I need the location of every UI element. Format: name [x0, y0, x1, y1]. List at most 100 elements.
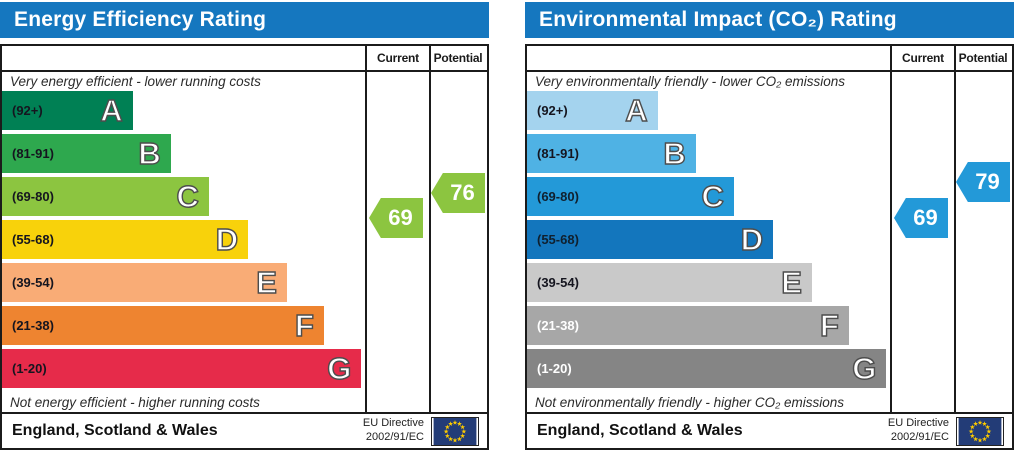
potential-rating-value: 76 — [450, 180, 475, 205]
band-range-label: (21-38) — [537, 318, 579, 333]
bottom-note: Not environmentally friendly - higher CO… — [535, 394, 845, 410]
eu-directive-line2: 2002/91/EC — [890, 431, 949, 443]
band-letter: D — [740, 222, 764, 257]
band-bar-f: (21-38) F — [2, 306, 324, 345]
co2-panel-title: Environmental Impact (CO₂) Rating — [539, 8, 897, 31]
current-rating-value: 69 — [388, 205, 413, 230]
band-row-e: (39-54) E — [527, 263, 890, 306]
band-range-label: (55-68) — [537, 232, 579, 247]
eu-directive-line2: 2002/91/EC — [365, 431, 424, 443]
band-row-e: (39-54) E — [2, 263, 365, 306]
band-row-d: (55-68) D — [527, 220, 890, 263]
eu-directive-label: EU Directive 2002/91/EC — [363, 417, 431, 445]
eu-directive-line1: EU Directive — [887, 417, 949, 430]
band-range-label: (92+) — [537, 103, 568, 118]
band-range-label: (69-80) — [537, 189, 579, 204]
band-range-label: (92+) — [12, 103, 43, 118]
band-bar-a: (92+) A — [2, 91, 133, 130]
band-range-label: (81-91) — [537, 146, 579, 161]
column-header-row: Current Potential — [2, 46, 487, 72]
band-letter: G — [852, 351, 878, 386]
band-bar-d: (55-68) D — [527, 220, 774, 259]
band-bar-g: (1-20) G — [527, 349, 887, 388]
footer-region-label: England, Scotland & Wales — [12, 422, 218, 439]
band-row-a: (92+) A — [527, 91, 890, 134]
eu-directive-line1: EU Directive — [362, 417, 424, 430]
band-range-label: (39-54) — [12, 275, 54, 290]
top-note: Very energy efficient - lower running co… — [10, 74, 261, 89]
eu-directive-label: EU Directive 2002/91/EC — [888, 417, 956, 445]
band-range-label: (1-20) — [537, 361, 572, 376]
band-letter: G — [327, 351, 353, 386]
band-row-d: (55-68) D — [2, 220, 365, 263]
band-bar-f: (21-38) F — [527, 306, 849, 345]
band-letter: F — [819, 308, 839, 343]
band-letter: A — [100, 93, 124, 128]
band-letter: D — [215, 222, 239, 257]
scale-column-header — [527, 46, 892, 70]
energy-rating-table: Current Potential Very energy efficient … — [0, 44, 489, 414]
band-bar-b: (81-91) B — [2, 134, 171, 173]
eu-flag-icon — [431, 416, 479, 446]
band-bar-d: (55-68) D — [2, 220, 249, 259]
current-rating-arrow: 69 — [369, 198, 423, 238]
band-bar-c: (69-80) C — [2, 177, 209, 216]
band-row-g: (1-20) G — [527, 349, 890, 392]
band-letter: F — [294, 308, 314, 343]
scale-column-header — [2, 46, 367, 70]
eu-flag-icon — [956, 416, 1004, 446]
band-letter: B — [138, 136, 162, 171]
band-row-b: (81-91) B — [2, 134, 365, 177]
bottom-note: Not energy efficient - higher running co… — [10, 394, 260, 410]
band-row-b: (81-91) B — [527, 134, 890, 177]
band-bar-c: (69-80) C — [527, 177, 734, 216]
band-row-c: (69-80) C — [2, 177, 365, 220]
band-letter: C — [701, 179, 725, 214]
potential-column-header: Potential — [433, 51, 483, 65]
band-bar-e: (39-54) E — [2, 263, 287, 302]
band-range-label: (39-54) — [537, 275, 579, 290]
current-column-header: Current — [902, 51, 944, 65]
co2-panel-footer: England, Scotland & Wales EU Directive 2… — [525, 414, 1014, 450]
band-row-f: (21-38) F — [527, 306, 890, 349]
band-row-a: (92+) A — [2, 91, 365, 134]
current-column-divider — [365, 46, 367, 412]
footer-region-label: England, Scotland & Wales — [537, 422, 743, 439]
energy-title-bar: Energy Efficiency Rating — [0, 2, 489, 38]
energy-efficiency-panel: Energy Efficiency Rating Current Potenti… — [0, 2, 489, 450]
band-row-f: (21-38) F — [2, 306, 365, 349]
band-range-label: (21-38) — [12, 318, 54, 333]
band-range-label: (81-91) — [12, 146, 54, 161]
band-row-g: (1-20) G — [2, 349, 365, 392]
potential-rating-arrow: 79 — [956, 162, 1010, 202]
band-range-label: (1-20) — [12, 361, 47, 376]
top-note: Very environmentally friendly - lower CO… — [535, 74, 845, 89]
current-column-divider — [890, 46, 892, 412]
band-letter: B — [663, 136, 687, 171]
potential-column-divider — [954, 46, 956, 412]
current-rating-value: 69 — [913, 205, 938, 230]
energy-panel-title: Energy Efficiency Rating — [14, 8, 267, 31]
potential-column-header: Potential — [958, 51, 1008, 65]
co2-rating-table: Current Potential Very environmentally f… — [525, 44, 1014, 414]
band-letter: C — [176, 179, 200, 214]
energy-bands: (92+) A (81-91) B (69-80) C (55-68) D (39-54… — [2, 91, 365, 392]
band-letter: E — [781, 265, 803, 300]
co2-title-bar: Environmental Impact (CO₂) Rating — [525, 2, 1014, 38]
band-letter: A — [625, 93, 649, 128]
band-bar-a: (92+) A — [527, 91, 658, 130]
co2-bands: (92+) A (81-91) B (69-80) C (55-68) D (39-54… — [527, 91, 890, 392]
potential-column-divider — [429, 46, 431, 412]
band-bar-b: (81-91) B — [527, 134, 696, 173]
potential-rating-value: 79 — [975, 169, 1000, 194]
band-bar-e: (39-54) E — [527, 263, 812, 302]
band-range-label: (69-80) — [12, 189, 54, 204]
band-letter: E — [256, 265, 278, 300]
potential-rating-arrow: 76 — [431, 173, 485, 213]
energy-panel-footer: England, Scotland & Wales EU Directive 2… — [0, 414, 489, 450]
column-header-row: Current Potential — [527, 46, 1012, 72]
environmental-impact-panel: Environmental Impact (CO₂) Rating Curren… — [525, 2, 1014, 450]
band-bar-g: (1-20) G — [2, 349, 362, 388]
current-column-header: Current — [377, 51, 419, 65]
